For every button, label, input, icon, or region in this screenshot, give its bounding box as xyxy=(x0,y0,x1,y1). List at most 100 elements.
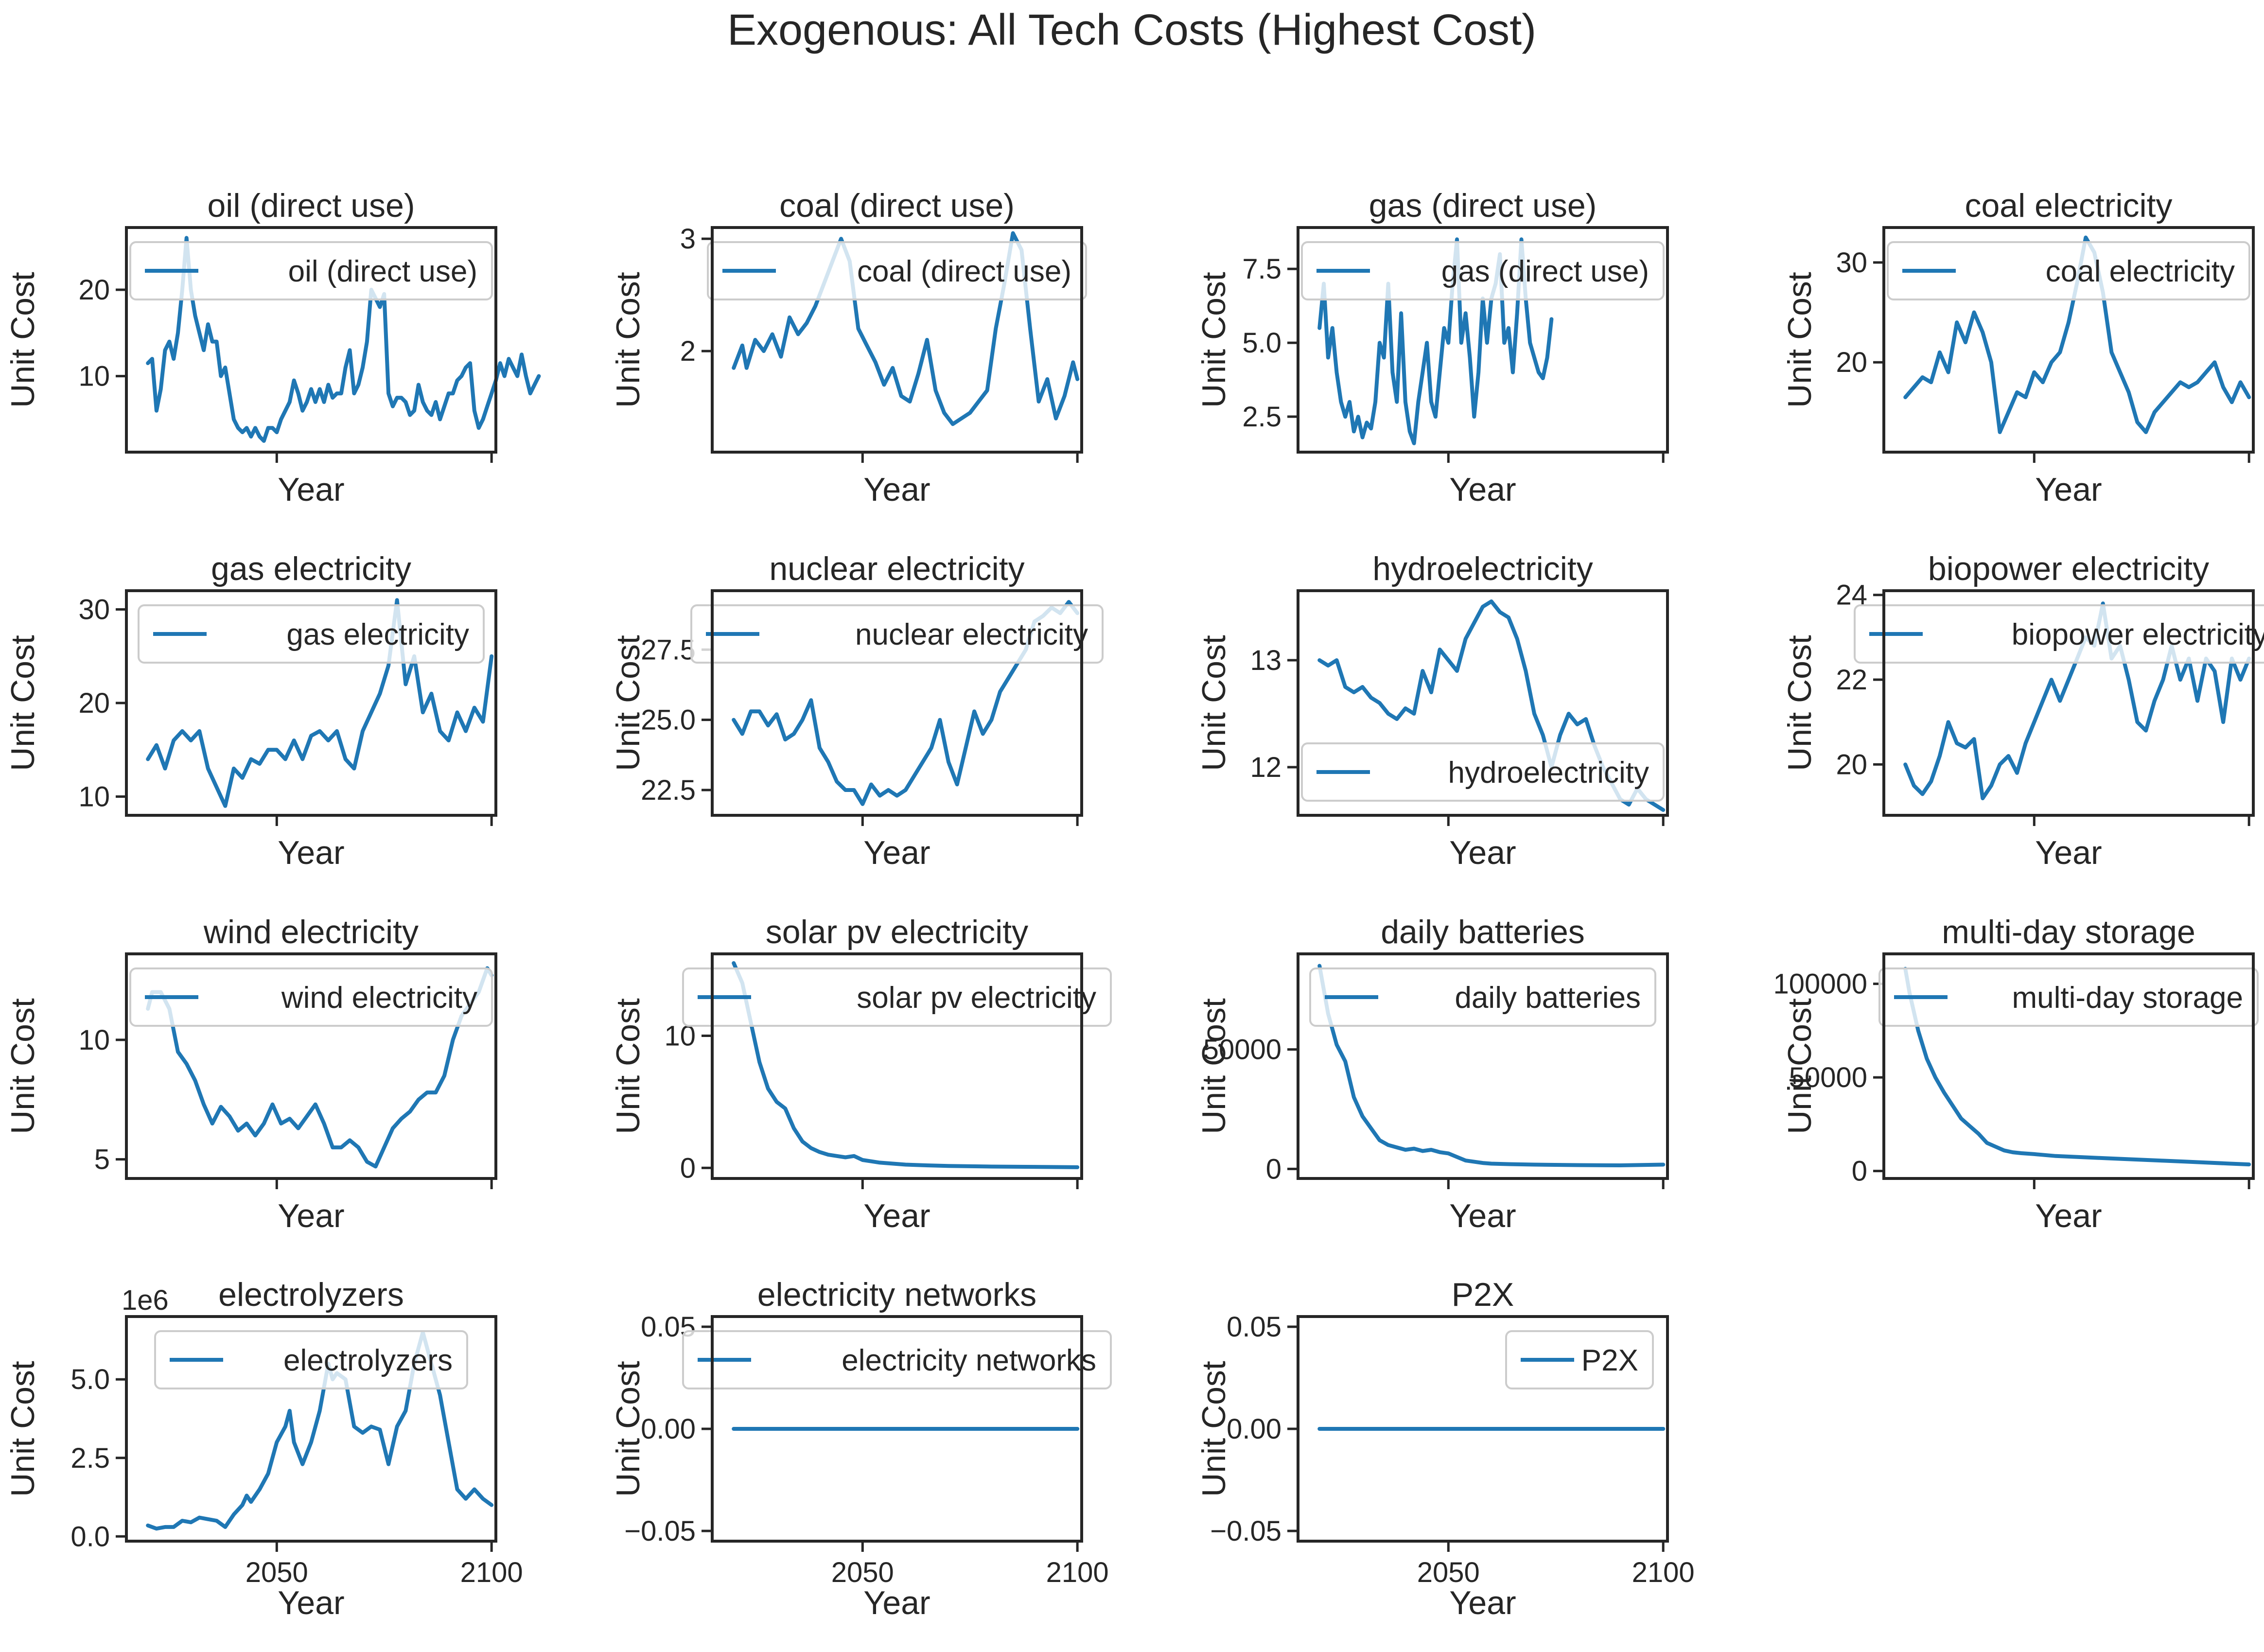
y-tick-label: 0 xyxy=(1852,1156,1867,1187)
y-axis-label: Unit Cost xyxy=(610,1361,647,1497)
series-line xyxy=(1317,237,1554,445)
subplot-title: hydroelectricity xyxy=(1372,550,1593,587)
y-axis-label: Unit Cost xyxy=(4,272,41,408)
x-tick-label: 2050 xyxy=(246,1557,308,1588)
legend-entry: biopower electricity xyxy=(2012,618,2264,651)
axes-frame xyxy=(1882,226,2255,454)
x-axis-label: Year xyxy=(1449,471,1516,508)
axes-frame xyxy=(125,589,497,817)
x-axis-label: Year xyxy=(278,471,344,508)
subplot-title: gas (direct use) xyxy=(1369,187,1597,224)
y-axis-label: Unit Cost xyxy=(1781,272,1818,408)
legend: coal (direct use) xyxy=(707,241,1087,300)
axes-frame xyxy=(125,952,497,1180)
legend-entry: solar pv electricity xyxy=(857,981,1096,1015)
axes-frame xyxy=(1297,589,1669,817)
legend-entry: electricity networks xyxy=(842,1344,1096,1377)
legend-entry: gas (direct use) xyxy=(1441,255,1649,288)
legend-box xyxy=(1301,241,1665,300)
y-axis-label: Unit Cost xyxy=(4,635,41,771)
x-axis-label: Year xyxy=(278,1197,344,1234)
subplot-12: multi-day storage 0 50000 100000 Year Unit Co… xyxy=(1773,914,2259,1234)
subplot-title: oil (direct use) xyxy=(207,187,415,224)
axes-frame xyxy=(1297,226,1669,454)
y-tick-label: 5.0 xyxy=(70,1364,110,1395)
legend-box xyxy=(1878,967,2259,1027)
x-axis-label: Year xyxy=(863,1197,930,1234)
subplot-title: biopower electricity xyxy=(1928,550,2209,587)
y-tick-label: 22.5 xyxy=(641,774,696,806)
legend: gas (direct use) xyxy=(1301,241,1665,300)
series-line xyxy=(1317,964,1666,1167)
x-tick-label: 2050 xyxy=(831,1557,894,1588)
subplot-title: nuclear electricity xyxy=(769,550,1024,587)
y-axis-label: Unit Cost xyxy=(4,1361,41,1497)
x-tick-label: 2100 xyxy=(1632,1557,1695,1588)
subplot-3: gas (direct use) 2.5 5.0 7.5 Year Unit Cost ga… xyxy=(1195,187,1669,508)
y-tick-label: 27.5 xyxy=(641,634,696,666)
y-tick-label: 5.0 xyxy=(1242,327,1281,359)
y-tick-label: 30 xyxy=(78,594,110,626)
subplot-title: wind electricity xyxy=(203,914,419,950)
x-axis-label: Year xyxy=(2035,834,2102,871)
legend-box xyxy=(129,967,493,1027)
axes-frame xyxy=(711,1315,1083,1543)
y-axis-label: Unit Cost xyxy=(610,635,647,771)
legend-box xyxy=(1505,1330,1654,1389)
subplot-11: daily batteries 0 50000 Year Unit Cost daily … xyxy=(1195,914,1669,1234)
x-axis-label: Year xyxy=(2035,1197,2102,1234)
y-tick-label: 22 xyxy=(1836,664,1867,696)
subplot-title: P2X xyxy=(1452,1276,1514,1313)
axes-frame xyxy=(711,589,1083,817)
subplot-9: wind electricity 5 10 Year Unit Cost wind ele… xyxy=(4,914,497,1234)
legend: electricity networks xyxy=(682,1330,1112,1389)
y-tick-label: 12 xyxy=(1250,752,1281,783)
axes-frame xyxy=(1882,589,2255,817)
subplot-title: gas electricity xyxy=(211,550,411,587)
legend: solar pv electricity xyxy=(682,967,1112,1027)
legend: electrolyzers xyxy=(154,1330,468,1389)
axes-frame xyxy=(1297,1315,1669,1543)
subplot-title: multi-day storage xyxy=(1942,914,2195,950)
legend-entry: wind electricity xyxy=(281,981,477,1015)
legend-entry: gas electricity xyxy=(286,618,469,651)
legend-entry: multi-day storage xyxy=(2012,981,2243,1015)
y-tick-label: −0.05 xyxy=(1210,1515,1281,1547)
y-tick-label: 0 xyxy=(680,1152,696,1184)
axes-frame xyxy=(711,226,1083,454)
y-tick-label: 50000 xyxy=(1203,1034,1281,1066)
y-tick-label: 5 xyxy=(94,1144,110,1176)
series-line xyxy=(1903,967,2251,1167)
y-axis-label: Unit Cost xyxy=(4,998,41,1134)
x-axis-label: Year xyxy=(2035,471,2102,508)
y-tick-label: 7.5 xyxy=(1242,253,1281,285)
subplot-title: electricity networks xyxy=(757,1276,1036,1313)
subplot-title: solar pv electricity xyxy=(766,914,1028,950)
legend-box xyxy=(690,604,1104,664)
y-tick-label: 2.5 xyxy=(1242,401,1281,433)
subplot-15: P2X −0.05 0.00 0.05 2050 2100 Year Unit Cost P2X xyxy=(1195,1276,1695,1621)
y-tick-label: 0.00 xyxy=(641,1413,696,1445)
legend-entry: coal electricity xyxy=(2046,255,2235,288)
legend: oil (direct use) xyxy=(129,241,493,300)
legend-box xyxy=(682,967,1112,1027)
y-tick-label: 20 xyxy=(78,274,110,306)
y-tick-label: 0.00 xyxy=(1227,1413,1281,1445)
x-axis-label: Year xyxy=(1449,834,1516,871)
x-axis-label: Year xyxy=(1449,1197,1516,1234)
y-tick-label: 20 xyxy=(1836,347,1867,378)
subplot-7: hydroelectricity 12 13 Year Unit Cost hydroel… xyxy=(1195,550,1669,871)
axes-frame xyxy=(711,952,1083,1180)
axes-frame xyxy=(125,1315,497,1543)
y-tick-label: 10 xyxy=(78,1024,110,1056)
legend-entry: daily batteries xyxy=(1455,981,1641,1015)
subplot-title: electrolyzers xyxy=(218,1276,404,1313)
subplot-1: oil (direct use) 10 20 Year Unit Cost oil (di… xyxy=(4,187,541,508)
y-axis-label: Unit Cost xyxy=(610,998,647,1134)
legend: hydroelectricity xyxy=(1301,742,1665,802)
legend: coal electricity xyxy=(1887,241,2250,300)
legend-box xyxy=(1854,604,2264,664)
legend: nuclear electricity xyxy=(690,604,1104,664)
